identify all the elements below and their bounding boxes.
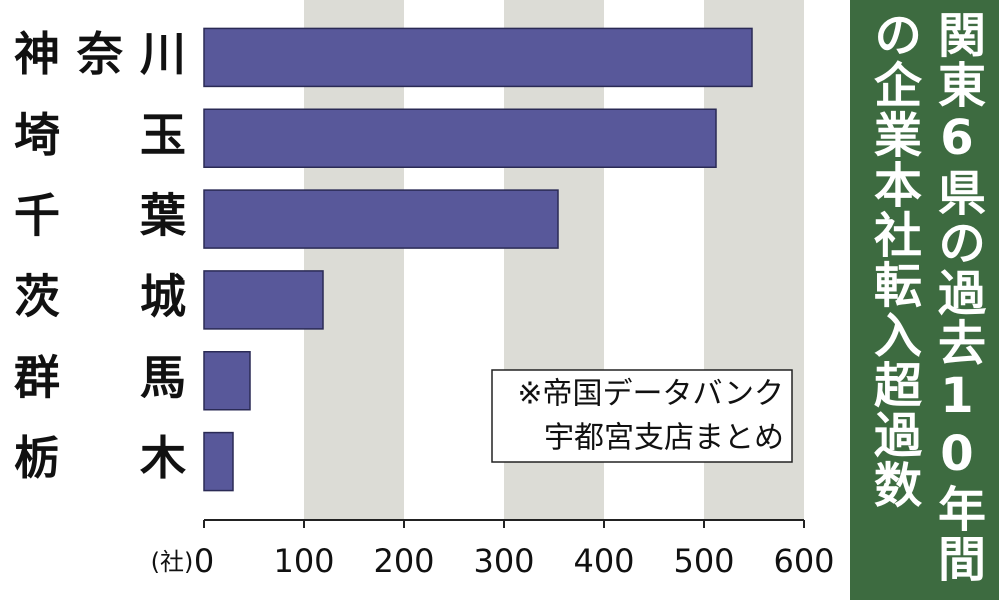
source-note: 宇都宮支店まとめ (544, 421, 784, 456)
bar (203, 351, 251, 411)
chart-title: 関東6県の過去10年間の企業本社転入超過数 (850, 0, 999, 600)
x-tick-label: 100 (273, 542, 334, 580)
source-note: ※帝国データバンク (517, 377, 784, 412)
x-tick-label: 500 (673, 542, 734, 580)
x-tick-label: 200 (373, 542, 434, 580)
bar (203, 189, 559, 249)
x-tick-label: 400 (573, 542, 634, 580)
y-tick-label: 群 馬 (14, 350, 186, 404)
y-tick-label: 神奈川 (14, 27, 186, 81)
bar (203, 108, 717, 168)
y-tick-label: 千 葉 (14, 189, 187, 243)
bar (203, 270, 324, 330)
x-tick-label: 0 (194, 542, 214, 580)
y-tick-label: 埼 玉 (14, 108, 186, 162)
x-tick-label: 600 (773, 542, 834, 580)
y-tick-label: 栃 木 (14, 431, 186, 485)
bar (203, 27, 753, 88)
x-unit: (社) (151, 548, 194, 576)
y-tick-label: 茨 城 (14, 269, 186, 323)
x-tick-label: 300 (473, 542, 534, 580)
bar (203, 431, 234, 492)
source-box (491, 369, 793, 463)
